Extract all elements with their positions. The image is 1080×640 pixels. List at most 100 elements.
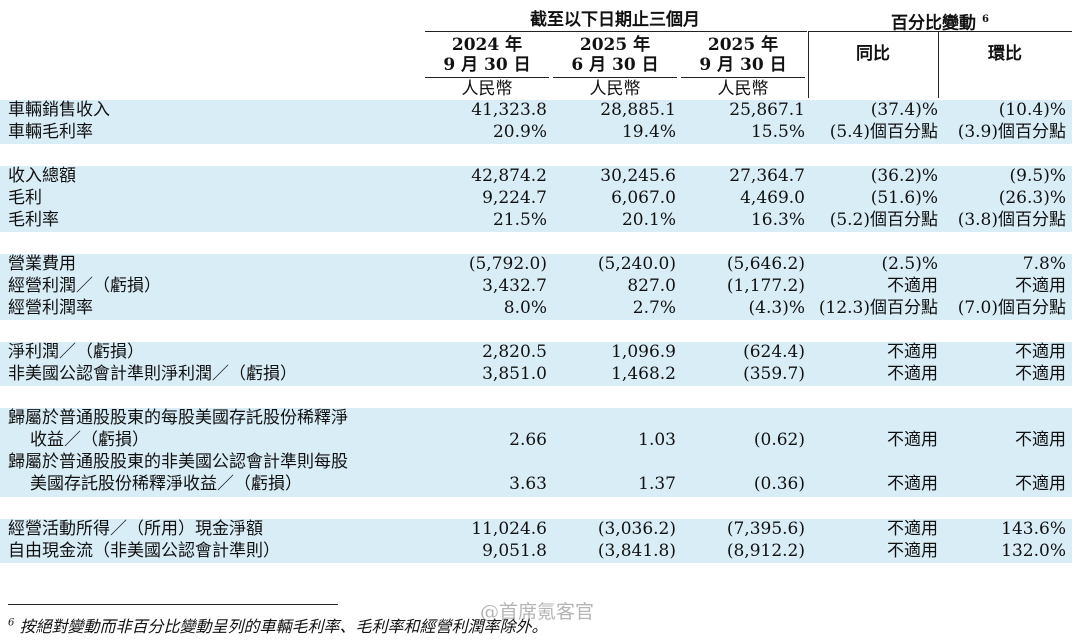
col3-header: 2025 年 9 月 30 日 bbox=[699, 35, 787, 75]
row-value: 11,024.6 bbox=[471, 519, 547, 539]
row-value: 2,820.5 bbox=[482, 342, 547, 362]
row-value: 20.9% bbox=[492, 122, 547, 142]
row-value: (12.3)個百分點 bbox=[818, 298, 938, 318]
row-label: 淨利潤／（虧損） bbox=[8, 342, 144, 362]
row-label: 經營利潤率 bbox=[8, 298, 93, 318]
row-value: (624.4) bbox=[743, 342, 805, 362]
row-label: 歸屬於普通股股東的非美國公認會計準則每股 bbox=[8, 452, 348, 472]
row-value: 827.0 bbox=[627, 276, 676, 296]
shaded-band bbox=[0, 342, 1072, 386]
row-value: 16.3% bbox=[750, 210, 805, 230]
shaded-band bbox=[0, 408, 1072, 452]
row-label: 毛利率 bbox=[8, 210, 59, 230]
col1-unit: 人民幣 bbox=[461, 79, 513, 99]
row-label: 歸屬於普通股股東的每股美國存託股份稀釋淨 bbox=[8, 408, 348, 428]
row-value: 1,468.2 bbox=[611, 364, 676, 384]
row-label: 收入總額 bbox=[8, 166, 76, 186]
row-value: 3.63 bbox=[509, 474, 547, 494]
row-value: 1.03 bbox=[638, 430, 676, 450]
row-value: 27,364.7 bbox=[729, 166, 805, 186]
row-value: 7.8% bbox=[1022, 254, 1066, 274]
row-label: 經營利潤／（虧損） bbox=[8, 276, 161, 296]
row-value: (5.2)個百分點 bbox=[829, 210, 938, 230]
row-label: 車輛毛利率 bbox=[8, 122, 93, 142]
shaded-band bbox=[0, 254, 1072, 320]
row-value: 41,323.8 bbox=[471, 100, 547, 120]
row-value: 不適用 bbox=[1015, 276, 1066, 296]
footnote: 6 按絕對變動而非百分比變動呈列的車輛毛利率、毛利率和經營利潤率除外。 bbox=[8, 617, 548, 636]
row-value: (7,395.6) bbox=[726, 519, 805, 539]
row-label: 營業費用 bbox=[8, 254, 76, 274]
col1-rule bbox=[425, 77, 549, 78]
row-value: 9,051.8 bbox=[482, 541, 547, 561]
row-value: 4,469.0 bbox=[740, 188, 805, 208]
header-rule-left bbox=[425, 31, 807, 32]
row-label: 美國存託股份稀釋淨收益／（虧損） bbox=[30, 474, 302, 494]
row-value: (5,792.0) bbox=[468, 254, 547, 274]
row-value: 不適用 bbox=[887, 541, 938, 561]
row-value: 不適用 bbox=[887, 430, 938, 450]
col1-header: 2024 年 9 月 30 日 bbox=[443, 35, 531, 75]
row-value: (8,912.2) bbox=[726, 541, 805, 561]
watermark: @首席氪客官 bbox=[480, 601, 595, 623]
row-value: 3,432.7 bbox=[482, 276, 547, 296]
row-value: (26.3)% bbox=[998, 188, 1066, 208]
row-value: 15.5% bbox=[750, 122, 805, 142]
row-value: (10.4)% bbox=[998, 100, 1066, 120]
col3-unit: 人民幣 bbox=[717, 79, 769, 99]
row-value: (3.8)個百分點 bbox=[957, 210, 1066, 230]
row-value: 不適用 bbox=[1015, 342, 1066, 362]
row-label: 非美國公認會計準則淨利潤／（虧損） bbox=[8, 364, 297, 384]
row-value: (9.5)% bbox=[1009, 166, 1066, 186]
row-value: 21.5% bbox=[492, 210, 547, 230]
col2-unit: 人民幣 bbox=[589, 79, 641, 99]
row-value: 3,851.0 bbox=[482, 364, 547, 384]
row-value: 不適用 bbox=[887, 276, 938, 296]
row-value: (3,036.2) bbox=[597, 519, 676, 539]
shaded-band bbox=[0, 452, 1072, 497]
row-value: 2.66 bbox=[509, 430, 547, 450]
row-value: 19.4% bbox=[621, 122, 676, 142]
row-value: (4.3)% bbox=[748, 298, 805, 318]
shaded-band bbox=[0, 100, 1072, 144]
row-value: 不適用 bbox=[887, 364, 938, 384]
shaded-band bbox=[0, 519, 1072, 563]
row-value: (37.4)% bbox=[870, 100, 938, 120]
row-value: (0.62) bbox=[753, 430, 805, 450]
period-group-header: 截至以下日期止三個月 bbox=[530, 10, 700, 30]
divider-qoq bbox=[938, 31, 939, 98]
row-value: 不適用 bbox=[887, 519, 938, 539]
row-value: 20.1% bbox=[621, 210, 676, 230]
row-value: (51.6)% bbox=[870, 188, 938, 208]
row-label: 自由現金流（非美國公認會計準則） bbox=[8, 541, 280, 561]
header-rule-right bbox=[809, 31, 1072, 32]
divider-yoy bbox=[808, 31, 809, 98]
col2-rule bbox=[553, 77, 677, 78]
col3-rule bbox=[681, 77, 805, 78]
row-value: 不適用 bbox=[887, 342, 938, 362]
yoy-header: 同比 bbox=[856, 44, 890, 64]
row-value: 不適用 bbox=[1015, 364, 1066, 384]
row-value: (359.7) bbox=[743, 364, 805, 384]
row-value: 9,224.7 bbox=[482, 188, 547, 208]
change-group-header: 百分比變動 6 bbox=[891, 13, 989, 34]
row-value: 132.0% bbox=[1001, 541, 1066, 561]
row-value: 不適用 bbox=[887, 474, 938, 494]
row-value: (3.9)個百分點 bbox=[957, 122, 1066, 142]
row-value: 不適用 bbox=[1015, 474, 1066, 494]
row-value: (3,841.8) bbox=[597, 541, 676, 561]
row-value: 8.0% bbox=[503, 298, 547, 318]
row-value: 1.37 bbox=[638, 474, 676, 494]
row-label: 毛利 bbox=[8, 188, 42, 208]
row-value: 42,874.2 bbox=[471, 166, 547, 186]
row-value: 2.7% bbox=[632, 298, 676, 318]
shaded-band bbox=[0, 166, 1072, 232]
row-value: (0.36) bbox=[753, 474, 805, 494]
row-label: 收益／（虧損） bbox=[30, 430, 149, 450]
row-value: 143.6% bbox=[1001, 519, 1066, 539]
qoq-header: 環比 bbox=[988, 44, 1022, 64]
row-value: (5,646.2) bbox=[726, 254, 805, 274]
row-value: (2.5)% bbox=[881, 254, 938, 274]
row-value: 28,885.1 bbox=[600, 100, 676, 120]
